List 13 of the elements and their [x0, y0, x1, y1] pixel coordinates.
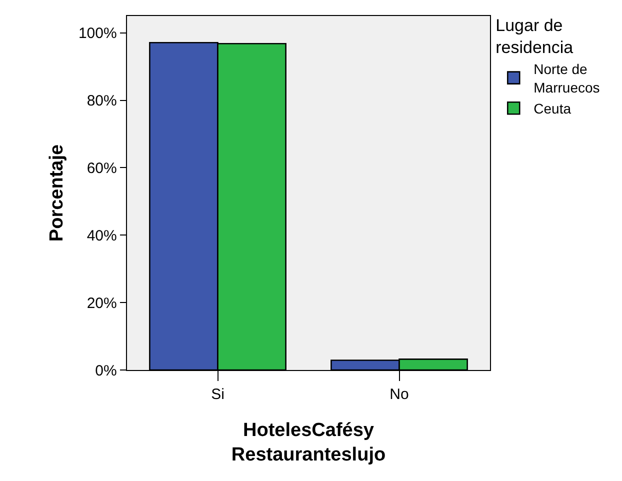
y-tick-label: 0%	[95, 362, 117, 380]
y-tick-label: 20%	[86, 294, 117, 312]
x-axis-title: HotelesCafésy Restauranteslujo	[231, 420, 386, 466]
y-tick-label: 40%	[86, 227, 117, 244]
x-tick-label: No	[390, 386, 409, 404]
y-tick-label: 100%	[78, 25, 117, 42]
x-tick-label: Si	[211, 386, 224, 404]
legend-label: Norte de Marruecos	[534, 61, 600, 96]
y-tick-label: 80%	[86, 92, 117, 110]
legend-label: Ceuta	[534, 100, 572, 117]
y-axis-title: Porcentaje	[46, 144, 68, 242]
y-tick-label: 60%	[86, 160, 117, 177]
legend-title: Lugar de residencia	[496, 16, 574, 58]
